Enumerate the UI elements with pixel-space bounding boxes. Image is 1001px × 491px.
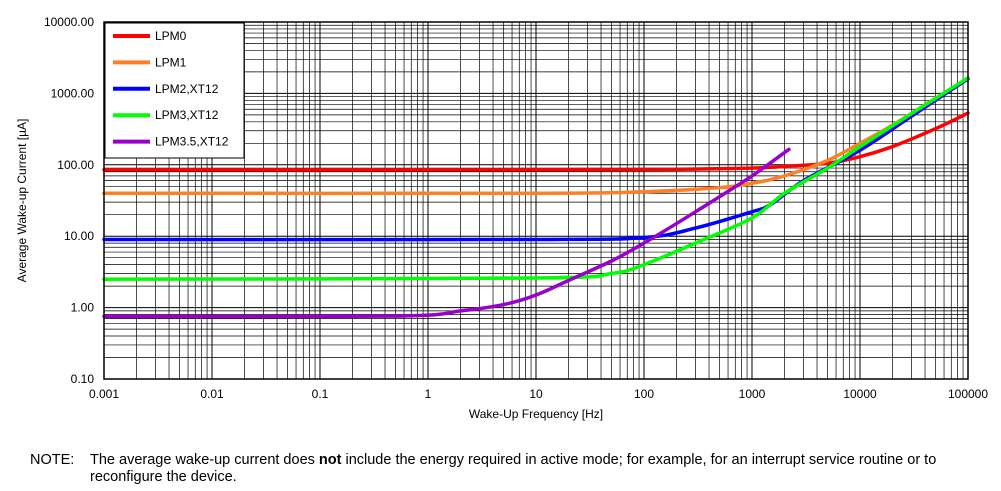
x-tick-label: 0.001 — [89, 387, 119, 401]
note-text-start: The average wake-up current does — [90, 452, 319, 468]
x-axis-label: Wake-Up Frequency [Hz] — [469, 407, 603, 421]
y-axis-label: Average Wake-up Current [µA] — [15, 119, 29, 283]
y-tick-label: 1.00 — [71, 301, 95, 315]
y-tick-label: 10.00 — [64, 229, 94, 243]
note-text-emphasis: not — [318, 452, 342, 468]
x-tick-label: 10000 — [843, 387, 877, 401]
legend-label: LPM3,XT12 — [155, 108, 219, 122]
legend-label: LPM3.5,XT12 — [155, 135, 229, 149]
series-line-1 — [102, 111, 970, 172]
x-tick-label: 100000 — [948, 387, 988, 401]
x-tick-label: 10 — [529, 387, 543, 401]
y-tick-labels: 10000.00 1000.00 100.00 10.00 1.00 0.10 — [44, 15, 94, 386]
legend-label: LPM0 — [155, 29, 187, 43]
note-text: The average wake-up current does not inc… — [90, 452, 970, 486]
y-tick-label: 100.00 — [57, 158, 94, 172]
series-layer — [102, 76, 970, 319]
series-line-4 — [102, 76, 970, 281]
grid — [103, 22, 968, 380]
x-tick-label: 1 — [425, 387, 432, 401]
x-tick-label: 100 — [634, 387, 654, 401]
legend-label: LPM2,XT12 — [155, 82, 219, 96]
y-tick-label: 0.10 — [71, 372, 95, 386]
plot-border — [103, 21, 969, 380]
series-line-3 — [102, 77, 970, 242]
y-tick-label: 10000.00 — [44, 15, 94, 29]
legend-label: LPM1 — [155, 55, 187, 69]
series-line-5 — [102, 147, 791, 319]
note-text-end: include the energy required in active mo… — [90, 452, 937, 485]
note-label: NOTE: — [30, 452, 75, 468]
x-tick-labels: 0.001 0.01 0.1 1 10 100 1000 10000 100000 — [89, 387, 988, 401]
x-tick-label: 0.1 — [312, 387, 329, 401]
x-tick-label: 1000 — [739, 387, 766, 401]
legend: LPM0 LPM1 LPM2,XT12 LPM3,XT12 LPM3.5,XT12 — [104, 22, 245, 159]
x-tick-label: 0.01 — [200, 387, 224, 401]
y-tick-label: 1000.00 — [51, 86, 95, 100]
